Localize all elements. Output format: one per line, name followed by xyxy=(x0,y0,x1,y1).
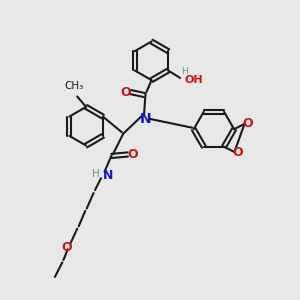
Text: O: O xyxy=(128,148,138,161)
Text: N: N xyxy=(103,169,114,182)
Text: O: O xyxy=(233,146,243,159)
Text: OH: OH xyxy=(184,75,203,85)
Text: N: N xyxy=(140,112,152,126)
Text: O: O xyxy=(61,241,72,254)
Text: CH₃: CH₃ xyxy=(64,81,83,92)
Text: O: O xyxy=(120,85,131,98)
Text: O: O xyxy=(243,117,254,130)
Text: H: H xyxy=(92,169,100,179)
Text: H: H xyxy=(181,68,188,76)
